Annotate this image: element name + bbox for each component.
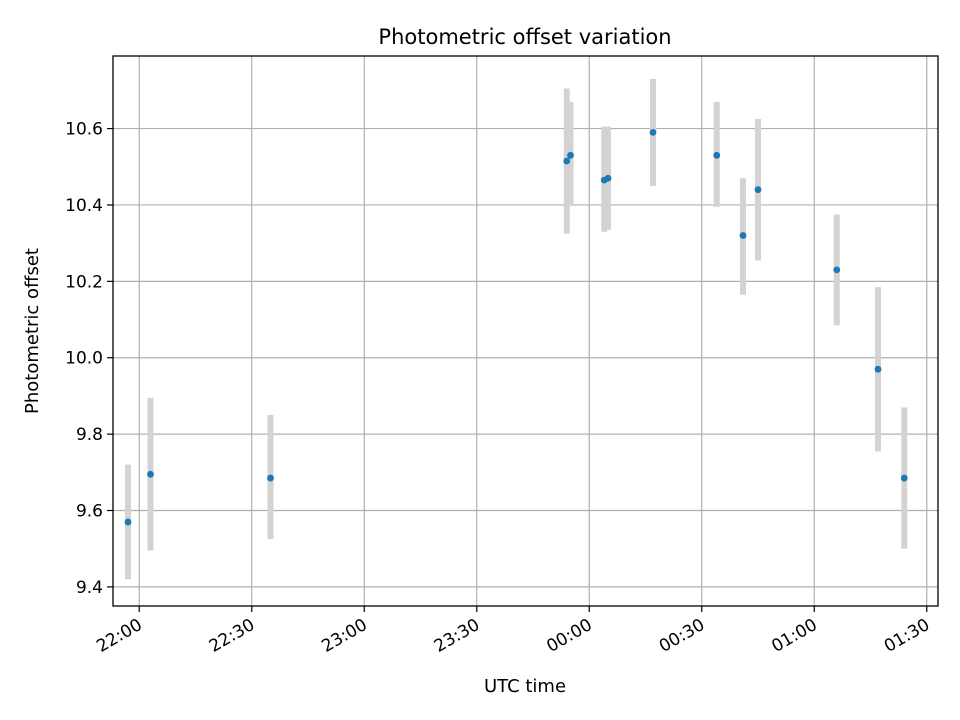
data-point (563, 157, 571, 165)
data-point (147, 470, 154, 478)
y-tick-label: 10.2 (65, 272, 103, 292)
y-tick-label: 10.4 (65, 196, 103, 216)
data-points (124, 128, 908, 526)
y-tick-label: 10.0 (65, 349, 103, 369)
data-point (124, 518, 132, 526)
data-point (900, 474, 908, 482)
chart-title: Photometric offset variation (378, 25, 671, 49)
data-point (754, 186, 762, 194)
data-point (267, 474, 274, 482)
data-point (713, 151, 721, 159)
y-tick-label: 9.4 (76, 578, 103, 598)
data-point (874, 365, 882, 373)
grid (113, 56, 938, 606)
y-tick-label: 9.8 (76, 425, 103, 445)
y-tick-label: 10.6 (65, 120, 103, 140)
data-point (833, 266, 841, 274)
y-axis-label: Photometric offset (22, 248, 43, 414)
data-point (604, 174, 612, 182)
data-point (649, 128, 657, 136)
x-axis-label: UTC time (484, 676, 566, 697)
data-point (739, 232, 747, 239)
plot-frame (112, 55, 939, 607)
y-axis-ticks: 9.4 9.6 9.8 10.0 10.2 10.4 10.6 (65, 120, 113, 598)
data-point (567, 151, 574, 159)
y-tick-label: 9.6 (76, 502, 103, 522)
